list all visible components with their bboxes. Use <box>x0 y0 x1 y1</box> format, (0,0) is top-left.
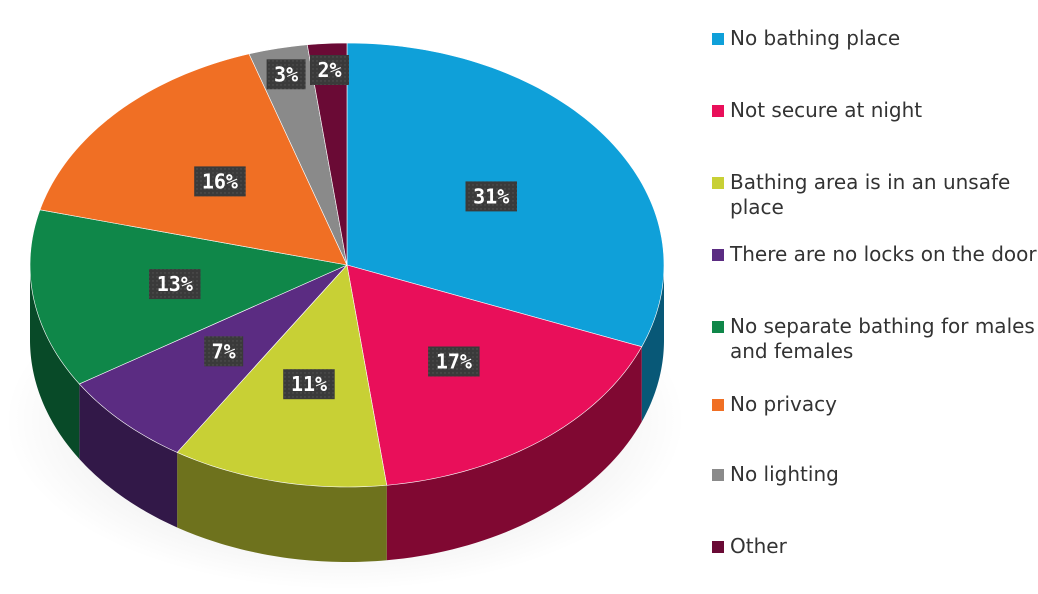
pie-slice-no-privacy <box>39 53 348 266</box>
pie-labels: 31% 17% 11% 7% 13% 16% 3% 2% <box>149 55 517 400</box>
data-label-box <box>428 346 480 377</box>
legend-item-not-secure-at-night: Not secure at night <box>712 98 1038 123</box>
pie-chart: 31% 17% 11% 7% 13% 16% 3% 2% <box>5 42 685 590</box>
pie-sides <box>30 265 664 562</box>
data-label-no-separate-bathing-for-males-and-females: 13% <box>149 269 201 300</box>
data-label-other: 2% <box>310 55 349 85</box>
pie-side-no-bathing-place <box>641 265 664 422</box>
legend-item-there-are-no-locks-on-the-door: There are no locks on the door <box>712 242 1038 267</box>
chart-legend: No bathing place Not secure at night Bathi… <box>700 14 1038 590</box>
legend-label: Bathing area is in an unsafe place <box>730 170 1011 219</box>
data-label-text: 31% <box>473 184 509 208</box>
legend-swatch <box>712 321 724 333</box>
pie-side-bathing-area-is-in-an-unsafe-place <box>177 452 387 562</box>
legend-label: No privacy <box>730 392 837 416</box>
legend-swatch <box>712 249 724 261</box>
data-label-no-privacy: 16% <box>194 166 246 197</box>
legend-swatch <box>712 33 724 45</box>
pie-slice-other <box>306 42 348 266</box>
data-label-text: 2% <box>317 58 341 82</box>
data-label-box <box>266 59 306 90</box>
pie-slice-bathing-area-is-in-an-unsafe-place <box>176 264 388 488</box>
data-label-text: 3% <box>274 62 298 86</box>
legend-item-no-privacy: No privacy <box>712 392 1038 417</box>
data-label-text: 13% <box>157 272 193 296</box>
legend-label: No bathing place <box>730 26 901 50</box>
legend-label: There are no locks on the door <box>730 242 1037 266</box>
data-label-text: 11% <box>291 372 327 396</box>
legend-swatch <box>712 399 724 411</box>
data-label-box <box>310 55 349 85</box>
data-label-no-bathing-place: 31% <box>465 181 517 212</box>
legend-swatch <box>712 177 724 189</box>
legend-item-no-bathing-place: No bathing place <box>712 26 1038 51</box>
data-label-text: 17% <box>436 350 472 374</box>
legend-swatch <box>712 105 724 117</box>
data-label-text: 7% <box>212 339 236 363</box>
data-label-not-secure-at-night: 17% <box>428 346 480 377</box>
pie-top <box>29 42 665 488</box>
data-label-box <box>465 181 517 212</box>
data-label-no-lighting: 3% <box>266 59 306 90</box>
pie-slice-not-secure-at-night <box>346 264 643 486</box>
legend-label: No separate bathing for males and female… <box>730 314 1035 363</box>
legend-swatch <box>712 541 724 553</box>
pie-side-not-secure-at-night <box>386 346 642 561</box>
legend-label: Other <box>730 534 787 558</box>
legend-item-no-separate-bathing-for-males-and-females: No separate bathing for males and female… <box>712 314 1038 364</box>
data-label-box <box>283 369 335 400</box>
legend-swatch <box>712 469 724 481</box>
data-label-box <box>194 166 246 197</box>
pie-side-there-are-no-locks-on-the-door <box>79 383 178 528</box>
data-label-text: 16% <box>202 169 238 193</box>
legend-item-other: Other <box>712 534 1038 559</box>
pie-chart-svg: 31% 17% 11% 7% 13% 16% 3% 2% <box>5 42 685 590</box>
legend-item-no-lighting: No lighting <box>712 462 1038 487</box>
data-label-bathing-area-is-in-an-unsafe-place: 11% <box>283 369 335 400</box>
pie-slice-no-lighting <box>248 44 348 266</box>
legend-label: Not secure at night <box>730 98 923 122</box>
data-label-box <box>204 336 244 367</box>
data-label-box <box>149 269 201 300</box>
legend-label: No lighting <box>730 462 839 486</box>
data-label-there-are-no-locks-on-the-door: 7% <box>204 336 244 367</box>
pie-side-no-separate-bathing-for-males-and-females <box>30 265 80 459</box>
legend-item-bathing-area-is-in-an-unsafe-place: Bathing area is in an unsafe place <box>712 170 1038 220</box>
